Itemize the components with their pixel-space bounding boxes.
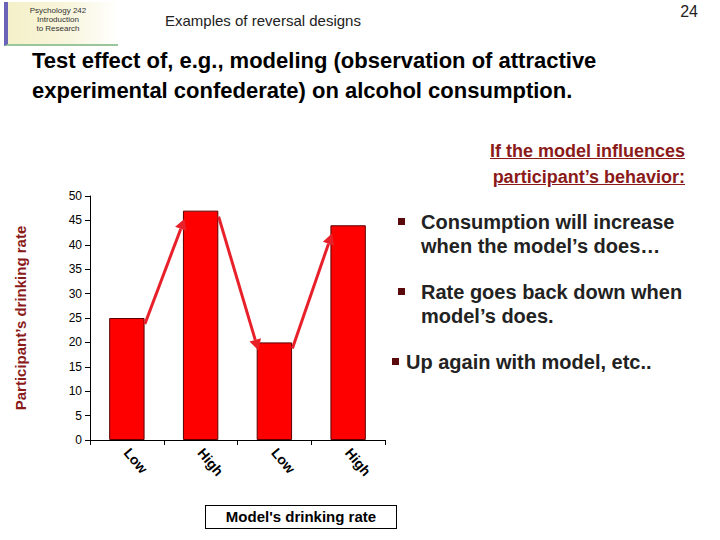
svg-text:10: 10 bbox=[69, 384, 83, 398]
svg-text:45: 45 bbox=[69, 213, 83, 227]
html-text:Test effect of, e.g., modeling: Test effect of, e.g., modeling (observat… bbox=[32, 48, 597, 103]
html-text:If the model influences: If the model influences bbox=[490, 141, 685, 161]
svg-text:5: 5 bbox=[75, 409, 82, 423]
svg-text:35: 35 bbox=[69, 262, 83, 276]
svg-text:40: 40 bbox=[69, 238, 83, 252]
svg-text:15: 15 bbox=[69, 360, 83, 374]
html-text:Psychology 242: Psychology 242 bbox=[29, 6, 87, 15]
svg-text:20: 20 bbox=[69, 335, 83, 349]
svg-text:Low: Low bbox=[121, 445, 151, 477]
html-text:Examples of reversal designs: Examples of reversal designs bbox=[165, 12, 361, 29]
html-text:Consumption will increase when: Consumption will increase when the model… bbox=[421, 211, 675, 257]
svg-text:High: High bbox=[194, 445, 226, 479]
svg-text:Participant’s drinking rate: Participant’s drinking rate bbox=[12, 226, 29, 411]
svg-text:50: 50 bbox=[69, 189, 83, 203]
html-text:24: 24 bbox=[680, 3, 698, 20]
html-text:participant’s behavior:: participant’s behavior: bbox=[492, 167, 685, 187]
svg-text:25: 25 bbox=[69, 311, 83, 325]
html-text:Model's drinking rate: Model's drinking rate bbox=[225, 508, 377, 525]
svg-text:30: 30 bbox=[69, 287, 83, 301]
html-text:Rate goes back down when model: Rate goes back down when model’s does. bbox=[421, 281, 683, 327]
html-text:to Research: to Research bbox=[36, 24, 80, 33]
svg-text:Low: Low bbox=[268, 445, 298, 477]
html-text:Up again with model, etc..: Up again with model, etc.. bbox=[406, 351, 652, 373]
svg-text:0: 0 bbox=[75, 433, 82, 447]
html-text:Introduction: Introduction bbox=[37, 15, 79, 24]
svg-text:High: High bbox=[342, 445, 374, 479]
